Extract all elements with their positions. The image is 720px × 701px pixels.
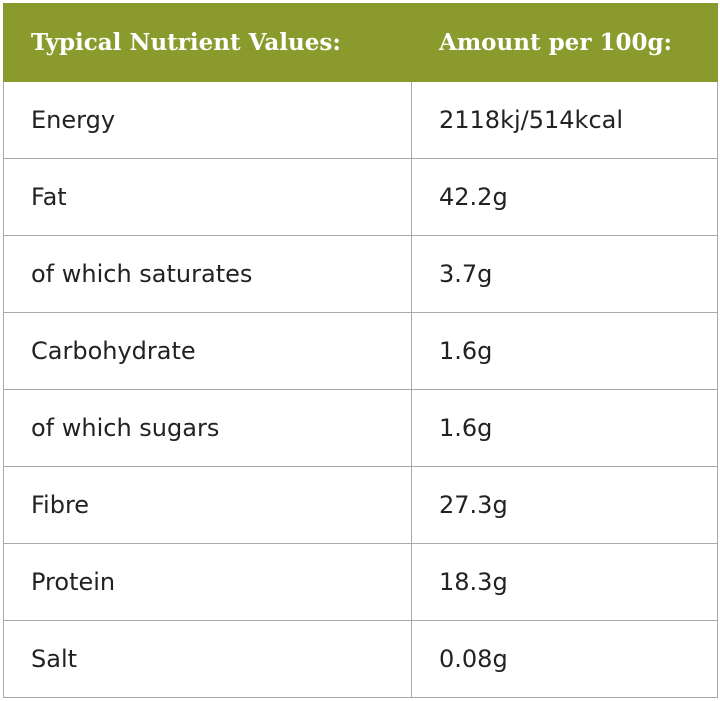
table-row: of which saturates 3.7g [3,235,718,313]
nutrition-table: Typical Nutrient Values: Amount per 100g:… [3,3,718,698]
nutrient-name: Fibre [3,466,412,544]
nutrient-amount: 1.6g [411,389,718,467]
table-row: Salt 0.08g [3,620,718,698]
nutrient-amount: 27.3g [411,466,718,544]
table-row: Protein 18.3g [3,543,718,621]
nutrient-amount: 18.3g [411,543,718,621]
table-row: Energy 2118kj/514kcal [3,81,718,159]
header-row: Typical Nutrient Values: Amount per 100g: [3,3,718,82]
nutrient-amount: 3.7g [411,235,718,313]
header-cell: Typical Nutrient Values: [3,3,412,82]
table-row: Carbohydrate 1.6g [3,312,718,390]
table-body: Energy 2118kj/514kcal Fat 42.2g of which sat… [3,81,718,698]
table-row: of which sugars 1.6g [3,389,718,467]
nutrient-name: Protein [3,543,412,621]
table-row: Fat 42.2g [3,158,718,236]
nutrient-name: Salt [3,620,412,698]
nutrient-name: Carbohydrate [3,312,412,390]
nutrient-amount: 1.6g [411,312,718,390]
nutrient-amount: 0.08g [411,620,718,698]
nutrient-name: of which sugars [3,389,412,467]
nutrient-name: Energy [3,81,412,159]
table-header: Typical Nutrient Values: Amount per 100g: [3,3,718,82]
nutrient-amount: 42.2g [411,158,718,236]
header-cell: Amount per 100g: [411,3,718,82]
nutrient-name: Fat [3,158,412,236]
nutrient-amount: 2118kj/514kcal [411,81,718,159]
table-row: Fibre 27.3g [3,466,718,544]
nutrient-name: of which saturates [3,235,412,313]
